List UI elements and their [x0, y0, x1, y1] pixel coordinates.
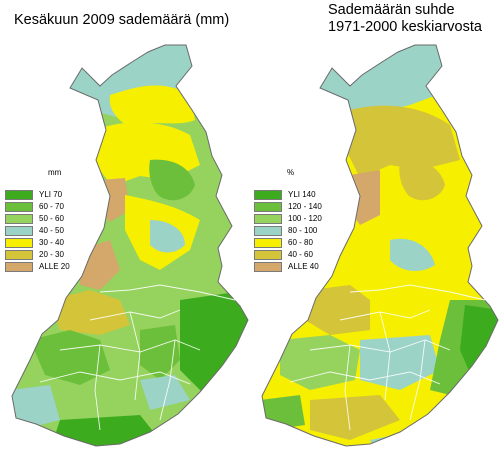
- right-legend-row: 40 - 60: [254, 249, 313, 260]
- left-legend-row: 30 - 40: [5, 237, 64, 248]
- right-legend-row: 60 - 80: [254, 237, 313, 248]
- right-legend-label: ALLE 40: [288, 262, 319, 271]
- left-legend-label: YLI 70: [39, 190, 63, 199]
- left-legend-swatch: [5, 225, 33, 236]
- right-legend-label: 120 - 140: [288, 202, 322, 211]
- left-legend-row: 60 - 70: [5, 201, 64, 212]
- left-legend-label: 50 - 60: [39, 214, 64, 223]
- right-legend-swatch: [254, 201, 282, 212]
- right-legend-row: 80 - 100: [254, 225, 317, 236]
- right-map-title-line1: Sademäärän suhde: [328, 2, 455, 18]
- right-legend-swatch: [254, 261, 282, 272]
- left-legend-swatch: [5, 237, 33, 248]
- right-legend-row: 100 - 120: [254, 213, 322, 224]
- left-legend-row: 20 - 30: [5, 249, 64, 260]
- right-legend-swatch: [254, 189, 282, 200]
- left-legend-swatch: [5, 189, 33, 200]
- right-legend-swatch: [254, 249, 282, 260]
- right-legend-row: 120 - 140: [254, 201, 322, 212]
- left-legend-swatch: [5, 261, 33, 272]
- left-legend-row: 40 - 50: [5, 225, 64, 236]
- right-map-title-line2: 1971-2000 keskiarvosta: [328, 19, 482, 35]
- left-legend-swatch: [5, 249, 33, 260]
- left-legend-unit: mm: [48, 168, 62, 177]
- right-legend-label: 100 - 120: [288, 214, 322, 223]
- right-legend-swatch: [254, 237, 282, 248]
- left-legend-row: 50 - 60: [5, 213, 64, 224]
- right-legend-label: 40 - 60: [288, 250, 313, 259]
- left-legend-swatch: [5, 213, 33, 224]
- left-legend-swatch: [5, 201, 33, 212]
- left-legend-label: 20 - 30: [39, 250, 64, 259]
- right-legend-swatch: [254, 225, 282, 236]
- left-legend-label: ALLE 20: [39, 262, 70, 271]
- right-legend-label: 80 - 100: [288, 226, 318, 235]
- right-legend-swatch: [254, 213, 282, 224]
- right-legend-row: ALLE 40: [254, 261, 319, 272]
- right-legend-label: 60 - 80: [288, 238, 313, 247]
- left-legend-row: ALLE 20: [5, 261, 70, 272]
- right-legend-label: YLI 140: [288, 190, 316, 199]
- left-legend-row: YLI 70: [5, 189, 62, 200]
- left-legend-label: 40 - 50: [39, 226, 64, 235]
- right-legend-unit: %: [287, 168, 295, 177]
- right-legend-row: YLI 140: [254, 189, 316, 200]
- left-legend-label: 30 - 40: [39, 238, 64, 247]
- right-map-title: Sademäärän suhde 1971-2000 keskiarvosta: [328, 2, 482, 36]
- left-map-title: Kesäkuun 2009 sademäärä (mm): [14, 12, 230, 28]
- left-legend-label: 60 - 70: [39, 202, 64, 211]
